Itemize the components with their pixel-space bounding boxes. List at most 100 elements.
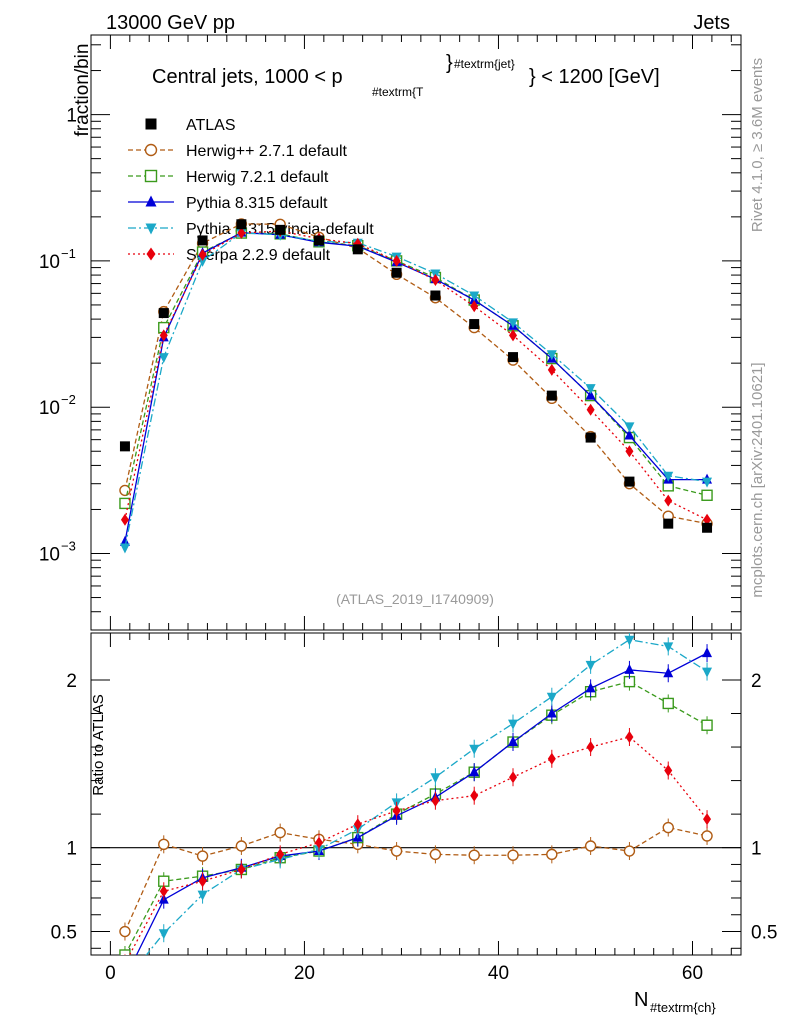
plot-title-superscript: #textrm{jet}	[454, 57, 515, 71]
ratio-series-line	[135, 652, 708, 955]
ratio-series-Sherpa	[124, 727, 712, 955]
data-point	[197, 256, 208, 267]
data-point	[663, 642, 674, 653]
x-tick-label: 20	[294, 963, 315, 984]
data-point	[430, 290, 441, 301]
data-point	[701, 830, 713, 842]
series-line	[124, 232, 708, 548]
data-point	[120, 513, 129, 526]
data-point	[585, 682, 596, 693]
data-point	[119, 925, 131, 938]
series-line	[124, 231, 708, 543]
ratio-y-tick-label: 2	[66, 671, 77, 692]
series-line	[124, 223, 708, 525]
data-point	[392, 804, 401, 817]
main-y-tick-label: 10	[39, 545, 60, 566]
main-y-axis-label: fraction/bin	[72, 44, 93, 137]
data-point	[120, 972, 130, 982]
data-point	[119, 441, 130, 452]
data-point	[158, 838, 170, 851]
ratio-y-tick-label: 0.5	[51, 923, 77, 944]
data-point	[625, 730, 634, 743]
main-y-tick-label: 10	[39, 252, 60, 273]
data-point	[624, 635, 635, 646]
data-point	[470, 789, 479, 802]
data-point	[276, 848, 285, 861]
data-point	[469, 319, 480, 330]
data-point	[144, 143, 158, 157]
data-point	[508, 719, 519, 730]
plot-title: Central jets, 1000 < p #textrm{T } #text…	[152, 52, 660, 99]
data-point	[585, 432, 596, 443]
data-point	[662, 821, 674, 834]
ratio-series-Herwig7	[119, 672, 713, 955]
data-point	[624, 429, 635, 440]
data-point	[702, 522, 713, 533]
data-point	[662, 697, 674, 710]
ratio-series-Pythia	[120, 644, 713, 982]
data-point	[431, 274, 440, 287]
ratio-y-tick-label-right: 2	[751, 671, 762, 692]
data-point	[119, 543, 130, 554]
main-y-tick-label: 1	[66, 106, 77, 127]
data-point	[546, 848, 558, 861]
data-point	[235, 840, 248, 852]
series-Herwig++	[119, 218, 713, 530]
data-point	[197, 235, 208, 246]
series-Vincia	[119, 229, 713, 554]
data-point	[507, 849, 519, 861]
data-point	[469, 744, 480, 755]
plot-title-subscript: #textrm{T	[372, 85, 424, 99]
ratio-plot-frame	[90, 632, 742, 956]
data-point	[469, 766, 480, 777]
ratio-series-Vincia	[120, 633, 713, 988]
data-point	[703, 813, 712, 826]
data-point	[509, 329, 518, 342]
x-tick-label: 0	[105, 963, 116, 984]
data-point	[144, 169, 158, 183]
data-point	[198, 248, 207, 261]
legend-item-ATLAS: ATLAS	[145, 117, 236, 134]
data-point	[430, 773, 441, 784]
ratio-y-tick-label-right: 0.5	[751, 923, 777, 944]
data-point	[119, 497, 131, 510]
x-tick-label: 40	[488, 963, 509, 984]
data-point	[120, 978, 130, 988]
legend-label: Herwig 7.2.1 default	[186, 169, 329, 186]
data-point	[236, 219, 247, 230]
x-axis-title-main: N	[634, 989, 648, 1011]
legend-item-Herwig7: Herwig 7.2.1 default	[128, 169, 329, 186]
x-axis-title: N #textrm{ch}	[634, 989, 716, 1015]
data-point	[429, 848, 442, 861]
ratio-series-Herwig++	[119, 818, 713, 941]
ratio-series-line	[128, 736, 708, 955]
data-point	[586, 741, 595, 754]
data-point	[159, 885, 168, 898]
ratio-y-tick-label: 1	[66, 839, 77, 860]
x-axis-title-subscript: #textrm{ch}	[650, 1000, 716, 1015]
data-point	[623, 845, 636, 857]
data-point	[146, 247, 156, 261]
data-point	[547, 363, 556, 376]
data-point	[198, 875, 207, 888]
data-point	[314, 836, 323, 849]
data-point	[145, 118, 157, 130]
data-point	[508, 736, 519, 747]
data-point	[352, 244, 363, 255]
data-point	[702, 477, 713, 488]
data-point	[584, 840, 597, 852]
data-point	[702, 667, 713, 678]
series-line	[124, 232, 708, 504]
ratio-y-tick-label-right: 1	[751, 839, 762, 860]
plot-title-main: Central jets, 1000 < p	[152, 66, 343, 88]
legend-label: Sherpa 2.2.9 default	[186, 247, 331, 264]
data-point	[237, 863, 246, 876]
data-point	[624, 476, 635, 487]
data-point	[663, 518, 674, 529]
main-y-tick-label: 10	[39, 398, 60, 419]
data-point	[145, 223, 157, 235]
data-point	[237, 227, 246, 240]
data-point	[145, 195, 157, 207]
plot-title-brace: }	[446, 52, 453, 74]
